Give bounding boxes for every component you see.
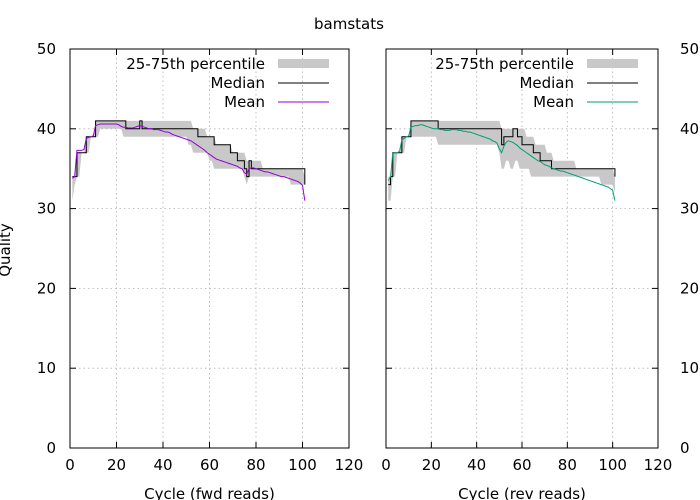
figure-title: bamstats xyxy=(314,15,384,33)
y-tick-label: 40 xyxy=(37,120,56,138)
x-tick-label: 100 xyxy=(598,456,627,474)
median-line xyxy=(72,120,306,185)
median-line xyxy=(388,120,616,186)
y-tick-label: 0 xyxy=(46,439,56,457)
y-tick-label: 50 xyxy=(680,40,699,58)
y-tick-label: 50 xyxy=(37,40,56,58)
legend-label-median: Median xyxy=(519,74,574,92)
x-tick-label: 20 xyxy=(107,456,126,474)
y-tick-label: 10 xyxy=(37,359,56,377)
x-tick-label: 20 xyxy=(422,456,441,474)
y-tick-label: 30 xyxy=(37,200,56,218)
y-tick-label: 0 xyxy=(680,439,690,457)
x-tick-label: 80 xyxy=(558,456,577,474)
legend-label-percentile: 25-75th percentile xyxy=(126,55,265,73)
x-tick-label: 60 xyxy=(512,456,531,474)
panel-forward-reads: 0 20 40 60 80 100 120 0 10 20 30 40 50 Cycle (fwd rea… xyxy=(37,40,363,500)
x-tick-label: 120 xyxy=(335,456,364,474)
legend-swatch-percentile xyxy=(278,59,329,68)
x-tick-label: 0 xyxy=(381,456,391,474)
mean-line xyxy=(72,123,306,201)
legend-label-percentile: 25-75th percentile xyxy=(435,55,574,73)
x-tick-label: 60 xyxy=(200,456,219,474)
panel-reverse-reads: 0 20 40 60 80 100 120 0 10 20 30 40 50 Cycle (rev rea… xyxy=(381,40,699,500)
percentile-band xyxy=(72,120,305,201)
x-tick-label: 40 xyxy=(467,456,486,474)
x-tick-label: 80 xyxy=(246,456,265,474)
legend-swatch-percentile xyxy=(587,59,638,68)
x-axis-label: Cycle (fwd reads) xyxy=(144,485,275,500)
x-tick-label: 40 xyxy=(153,456,172,474)
y-tick-label: 40 xyxy=(680,120,699,138)
y-tick-label: 20 xyxy=(37,279,56,297)
legend-label-mean: Mean xyxy=(533,93,574,111)
x-tick-label: 100 xyxy=(288,456,317,474)
y-tick-label: 10 xyxy=(680,359,699,377)
x-axis-label: Cycle (rev reads) xyxy=(458,485,586,500)
percentile-band xyxy=(388,120,615,201)
mean-line xyxy=(387,124,616,201)
y-tick-label: 20 xyxy=(680,279,699,297)
legend-label-mean: Mean xyxy=(224,93,265,111)
y-tick-label: 30 xyxy=(680,200,699,218)
x-tick-label: 0 xyxy=(65,456,75,474)
y-axis-label: Quality xyxy=(0,223,14,277)
legend-label-median: Median xyxy=(210,74,265,92)
x-tick-label: 120 xyxy=(644,456,673,474)
